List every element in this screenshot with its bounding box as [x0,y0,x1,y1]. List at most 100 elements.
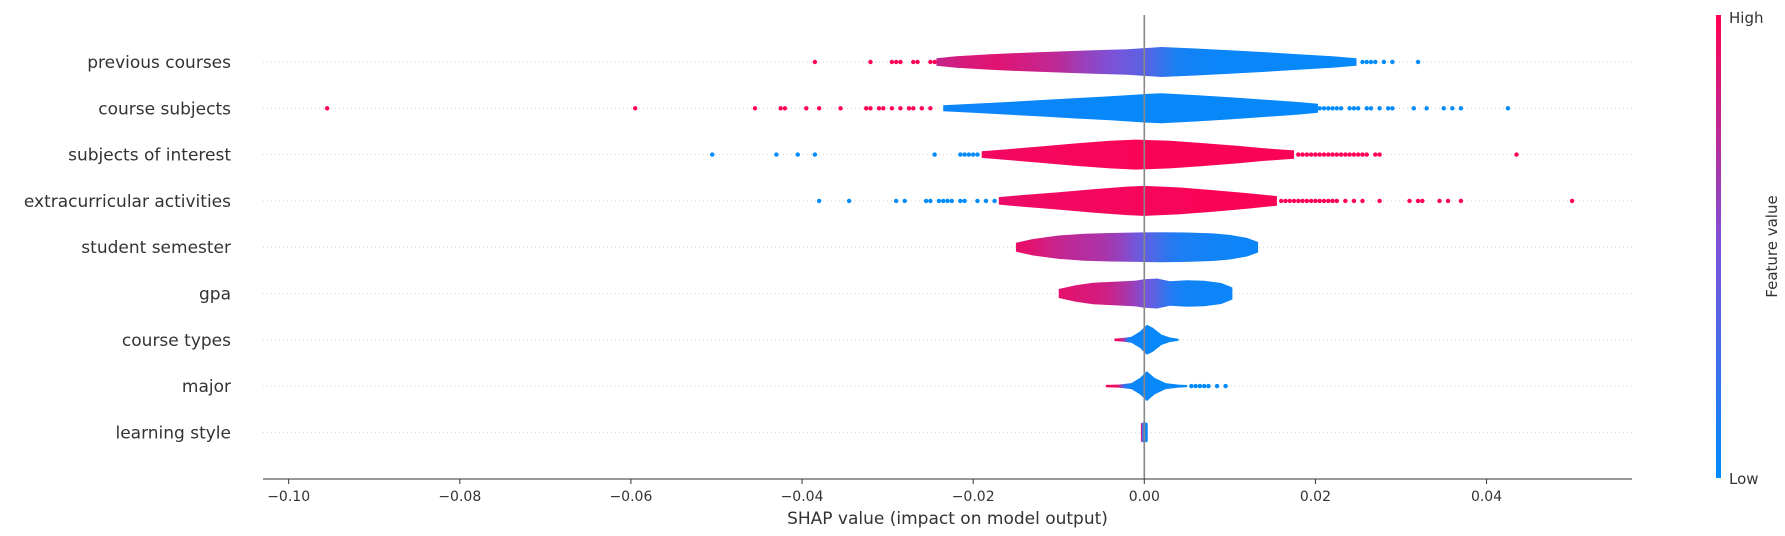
point-high-subjects-of-interest-17 [1373,152,1378,157]
violin-course-subjects [943,93,1318,124]
point-high-extracurricular-activities-13 [1334,198,1340,204]
point-high-extracurricular-activities-22 [1445,198,1451,204]
point-low-major-4 [1206,383,1211,389]
point-high-extracurricular-activities-6 [1304,198,1310,204]
point-high-course-subjects-3 [778,106,783,111]
point-high-course-subjects-5 [804,106,809,111]
point-low-course-subjects-17 [1450,106,1455,111]
point-low-subjects-of-interest-1 [774,152,779,157]
point-high-extracurricular-activities-17 [1377,198,1382,204]
point-low-major-0 [1189,383,1194,389]
point-high-course-subjects-13 [898,106,903,111]
point-low-extracurricular-activities-6 [936,198,942,204]
point-high-course-subjects-7 [838,106,843,111]
feature-label-previous-courses: previous courses [87,53,231,73]
point-high-subjects-of-interest-9 [1334,152,1340,157]
point-low-subjects-of-interest-6 [962,152,967,157]
x-tick-label-0: −0.10 [267,489,310,505]
point-low-extracurricular-activities-8 [945,198,950,204]
point-high-subjects-of-interest-18 [1377,152,1382,157]
point-high-extracurricular-activities-7 [1308,198,1314,204]
point-high-subjects-of-interest-14 [1356,152,1361,157]
violin-student-semester [1015,232,1259,263]
colorbar-gradient [1716,15,1721,478]
feature-label-extracurricular-activities: extracurricular activities [24,192,231,212]
point-high-extracurricular-activities-21 [1437,198,1442,204]
point-high-course-subjects-9 [868,106,873,111]
point-low-course-subjects-11 [1377,106,1382,111]
point-low-previous-courses-6 [1415,59,1421,65]
point-low-course-subjects-5 [1338,106,1344,111]
x-tick-label-5: 0.00 [1129,489,1160,505]
point-low-course-subjects-16 [1441,106,1446,111]
point-high-extracurricular-activities-15 [1351,198,1357,204]
point-low-course-subjects-10 [1368,106,1374,111]
point-high-subjects-of-interest-15 [1360,152,1365,157]
point-low-major-2 [1197,383,1203,389]
point-high-previous-courses-1 [868,59,873,65]
point-low-course-subjects-4 [1334,106,1340,111]
point-high-subjects-of-interest-4 [1313,152,1318,157]
colorbar-low-label: Low [1729,470,1759,488]
x-axis-ticks: −0.10 −0.08 −0.06 −0.04 −0.02 0.00 0.02 0.04 [267,479,1502,505]
point-high-extracurricular-activities-9 [1317,198,1322,204]
colorbar-high-label: High [1729,9,1763,27]
point-low-major-5 [1214,383,1220,389]
violin-gpa [1058,278,1233,309]
point-high-extracurricular-activities-10 [1321,198,1327,204]
violin-subjects-of-interest [981,139,1295,170]
point-low-extracurricular-activities-1 [846,198,852,204]
point-low-course-subjects-19 [1505,106,1511,111]
violin-major [1105,371,1188,402]
point-high-extracurricular-activities-19 [1415,198,1421,204]
feature-label-gpa: gpa [199,285,231,305]
point-low-extracurricular-activities-12 [975,198,980,204]
point-high-extracurricular-activities-23 [1458,198,1464,204]
point-high-course-subjects-17 [928,106,933,111]
point-high-course-subjects-6 [816,106,822,111]
point-high-course-subjects-4 [782,106,788,111]
point-high-subjects-of-interest-2 [1304,152,1310,157]
feature-label-course-subjects: course subjects [98,99,231,119]
point-high-extracurricular-activities-14 [1343,198,1348,204]
point-high-course-subjects-11 [881,106,886,111]
point-low-extracurricular-activities-2 [893,198,899,204]
violin-plots [936,47,1357,443]
point-low-course-subjects-8 [1356,106,1361,111]
point-high-course-subjects-10 [876,106,882,111]
row-gridlines [263,61,1632,433]
point-high-extracurricular-activities-0 [1278,198,1284,204]
point-low-major-1 [1193,383,1198,389]
feature-label-learning-style: learning style [115,423,231,443]
point-low-course-subjects-3 [1330,106,1335,111]
point-low-subjects-of-interest-5 [958,152,963,157]
point-low-previous-courses-1 [1364,59,1369,65]
point-high-subjects-of-interest-11 [1343,152,1348,157]
point-high-subjects-of-interest-13 [1351,152,1357,157]
point-low-previous-courses-0 [1360,59,1365,65]
point-low-extracurricular-activities-4 [923,198,929,204]
feature-labels: previous courses course subjects subjects … [24,53,231,443]
x-tick-label-4: −0.02 [952,489,995,505]
x-tick-label-2: −0.06 [609,489,652,505]
point-low-previous-courses-2 [1368,59,1374,65]
point-high-previous-courses-7 [928,59,933,65]
point-high-course-subjects-12 [889,106,895,111]
point-high-extracurricular-activities-11 [1326,198,1331,204]
point-high-course-subjects-1 [632,106,638,111]
point-high-extracurricular-activities-24 [1569,198,1575,204]
point-high-subjects-of-interest-6 [1321,152,1327,157]
point-high-extracurricular-activities-4 [1296,198,1301,204]
point-high-course-subjects-15 [911,106,916,111]
point-low-subjects-of-interest-8 [970,152,976,157]
point-high-previous-courses-6 [915,59,920,65]
x-axis-label: SHAP value (impact on model output) [787,509,1108,529]
point-low-major-6 [1223,383,1228,389]
feature-label-course-types: course types [122,331,231,351]
point-low-extracurricular-activities-11 [962,198,967,204]
violin-extracurricular-activities [998,185,1277,216]
point-low-course-subjects-14 [1411,106,1417,111]
point-low-previous-courses-3 [1373,59,1378,65]
point-low-subjects-of-interest-4 [932,152,937,157]
point-low-extracurricular-activities-14 [992,198,997,204]
